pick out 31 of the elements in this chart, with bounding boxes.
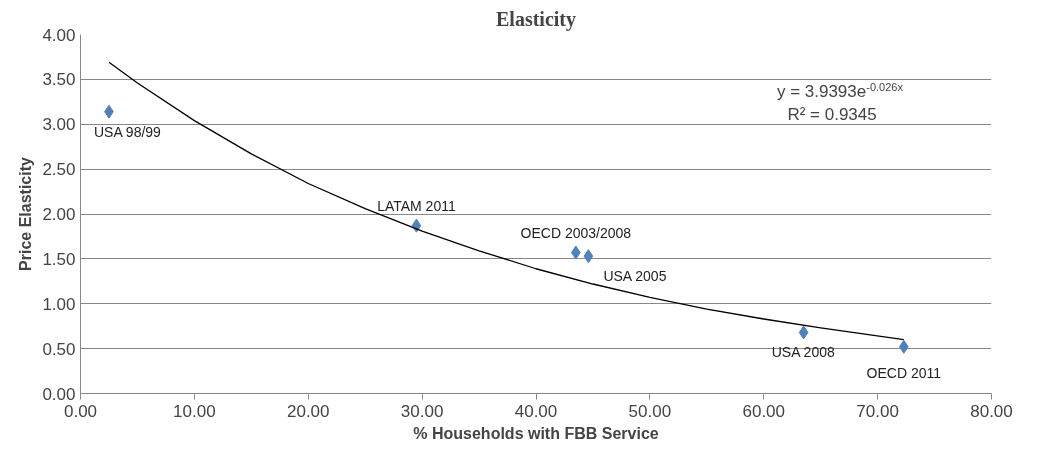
chart-title: Elasticity <box>496 7 576 31</box>
y-tick-label: 2.00 <box>42 205 76 224</box>
x-axis-title: % Households with FBB Service <box>413 424 659 442</box>
x-tick-label: 30.00 <box>400 401 444 421</box>
point <box>898 339 909 354</box>
annotation: USA 2005 <box>603 268 667 285</box>
point <box>798 325 809 340</box>
annotation: R² = 0.9345 <box>787 105 877 125</box>
x-tick-label: 40.00 <box>514 401 558 421</box>
y-tick-label: 3.50 <box>42 70 76 90</box>
y-tick-label: 0.50 <box>42 339 76 359</box>
y-axis-title: Price Elasticity <box>17 156 35 271</box>
y-tick-label: 3.00 <box>42 115 76 135</box>
y-tick-label: 1.50 <box>42 249 76 269</box>
annotation: OECD 2011 <box>866 364 942 381</box>
y-tick-label: 4.00 <box>42 25 76 45</box>
x-tick-label: 80.00 <box>970 401 1013 421</box>
annotation: USA 98/99 <box>93 123 162 140</box>
annotation: OECD 2003/2008 <box>520 224 632 241</box>
x-tick-label: 60.00 <box>742 401 786 421</box>
x-tick-label: 50.00 <box>628 401 672 421</box>
y-tick-label: 0.00 <box>42 384 76 404</box>
x-tick-label: 0.00 <box>63 401 98 421</box>
annotation: USA 2008 <box>771 344 835 361</box>
point <box>583 249 594 264</box>
y-tick-label: 1.00 <box>42 294 76 314</box>
x-tick-label: 10.00 <box>173 401 216 421</box>
y-tick-label: 2.50 <box>42 160 76 180</box>
x-tick-label: 70.00 <box>856 401 899 421</box>
annotation: LATAM 2011 <box>377 197 456 214</box>
x-tick-label: 20.00 <box>286 401 330 421</box>
